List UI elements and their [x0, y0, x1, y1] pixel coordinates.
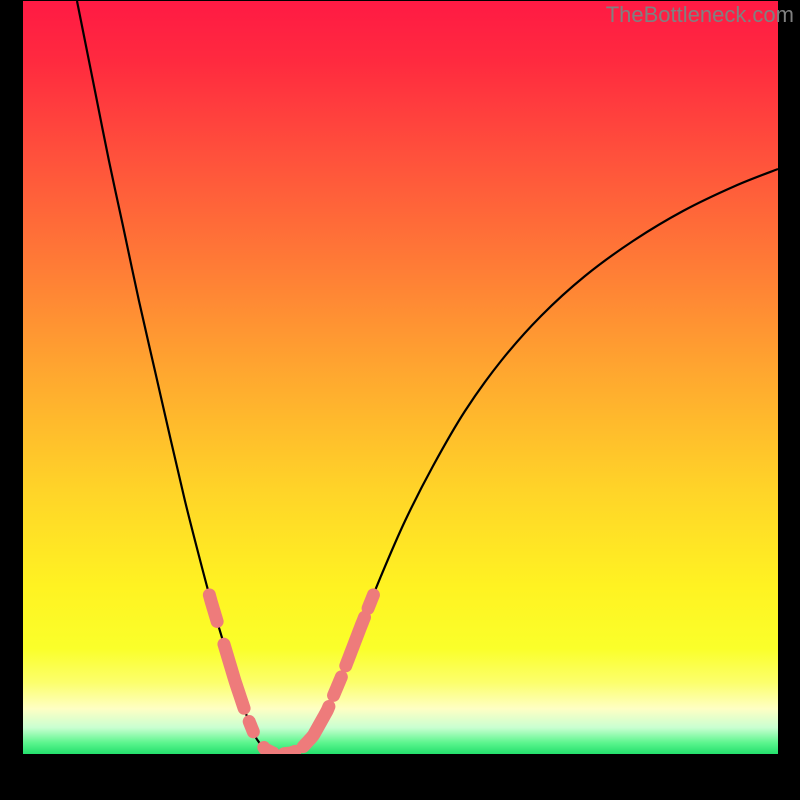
- plot-area: [23, 1, 778, 754]
- marker-segment-right-4: [368, 595, 373, 608]
- marker-segment-left-3: [264, 747, 273, 753]
- marker-segment-left-0: [209, 595, 217, 622]
- marker-segment-right-2: [334, 677, 342, 695]
- marker-segment-right-0: [284, 751, 295, 753]
- gradient-background: [23, 1, 778, 754]
- chart-svg: [23, 1, 778, 754]
- marker-segment-left-2: [249, 722, 253, 732]
- figure-frame: TheBottleneck.com: [0, 0, 800, 800]
- watermark-text: TheBottleneck.com: [606, 2, 794, 28]
